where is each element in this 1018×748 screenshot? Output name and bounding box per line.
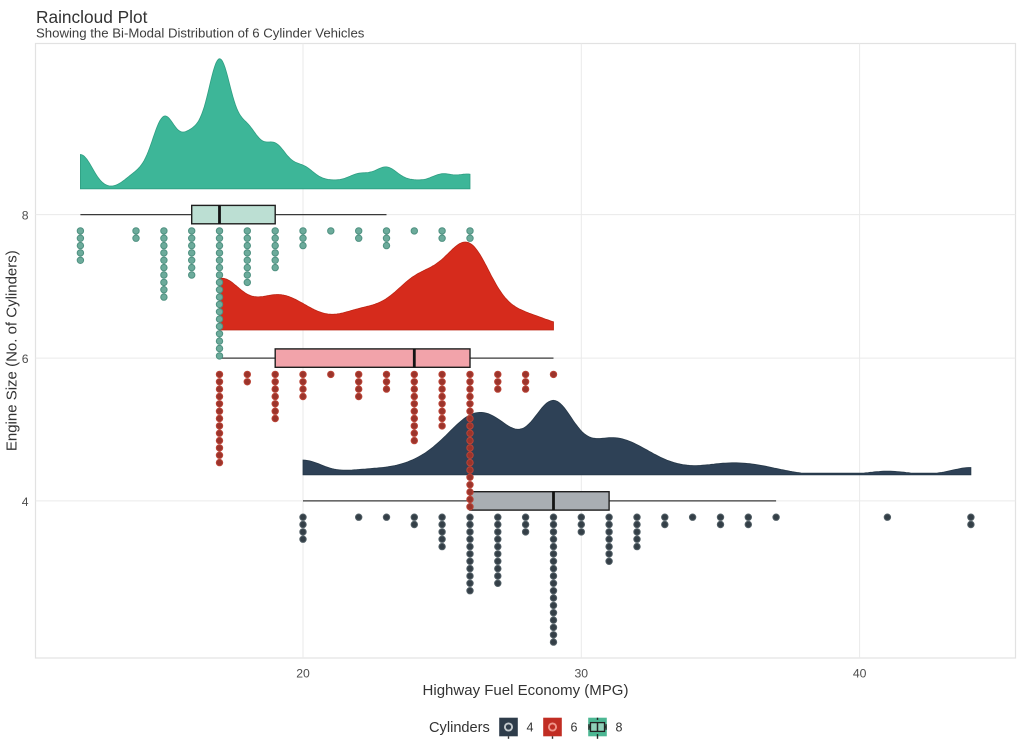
svg-text:20: 20 [296,667,310,681]
svg-text:40: 40 [853,667,867,681]
svg-text:Engine Size (No. of Cylinders): Engine Size (No. of Cylinders) [4,250,21,451]
svg-text:Highway Fuel Economy (MPG): Highway Fuel Economy (MPG) [423,682,629,699]
svg-text:Cylinders: Cylinders [429,720,490,736]
svg-text:Showing the Bi-Modal Distribut: Showing the Bi-Modal Distribution of 6 C… [36,25,365,40]
svg-text:4: 4 [22,495,29,509]
svg-text:8: 8 [22,209,29,223]
svg-text:6: 6 [22,352,29,366]
svg-text:Raincloud Plot: Raincloud Plot [36,7,148,27]
svg-text:8: 8 [616,721,623,735]
svg-text:6: 6 [571,721,578,735]
svg-text:4: 4 [527,721,534,735]
svg-text:30: 30 [575,667,589,681]
